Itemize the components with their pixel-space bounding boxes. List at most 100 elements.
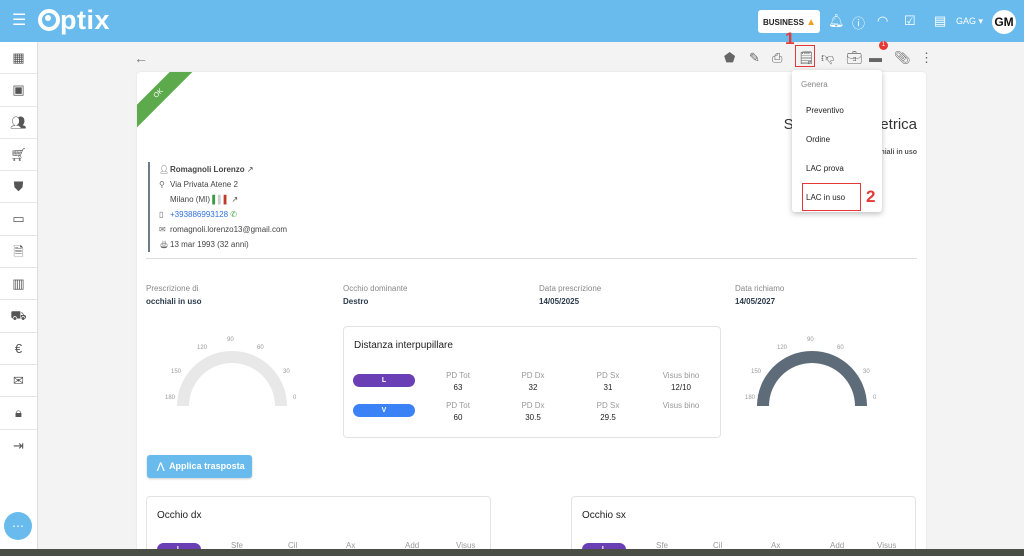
speedometer-icon[interactable]: ◠ [877, 13, 889, 28]
apply-transpose-button[interactable]: ⋀ Applica trasposta [147, 455, 252, 478]
tick: 120 [197, 345, 208, 351]
menu-icon[interactable]: ☰ [12, 12, 27, 29]
store-icon[interactable]: ▤ [934, 13, 947, 28]
tick: 0 [873, 395, 877, 401]
logout-icon[interactable]: ⇥ [13, 437, 24, 453]
field-prescription-date: Data prescrizione 14/05/2025 [539, 284, 602, 306]
left-eye-card: Occhio sx L Sfe Cil Ax Add Visus [571, 496, 916, 556]
col-ax: Ax [346, 541, 356, 550]
generate-dropdown: Genera Preventivo Ordine LAC prova LAC i… [792, 70, 882, 212]
mail-icon[interactable]: ✉ [0, 365, 37, 398]
external-link-icon[interactable]: ↗ [231, 195, 239, 204]
col-visus: Visus [877, 541, 897, 550]
clients-icon[interactable]: 👥︎ [0, 107, 37, 139]
pd-dx-v: PD Dx 30.5 [521, 401, 545, 422]
patient-name[interactable]: Romagnoli Lorenzo [170, 165, 245, 174]
ipd-title: Distanza interpupillare [354, 340, 453, 351]
help-icon[interactable]: ⓘ [852, 16, 866, 31]
col-cil: Cil [713, 541, 723, 550]
axis-gauge-left: 180 150 120 90 60 30 0 [147, 334, 317, 409]
avatar[interactable]: GM [992, 10, 1016, 34]
eye-title: Occhio dx [157, 510, 202, 521]
plan-badge[interactable]: BUSINESS ▲ [758, 10, 820, 33]
generate-document-icon[interactable]: 🗒 [798, 50, 815, 65]
col-cil: Cil [288, 541, 298, 550]
visus-bino-v: Visus bino [662, 401, 700, 410]
menu-item-lac-in-uso[interactable]: LAC in uso [806, 193, 846, 202]
logo[interactable]: ptix [38, 5, 110, 36]
col-ax: Ax [771, 541, 781, 550]
tick: 120 [777, 345, 788, 351]
address: Via Privata Atene 2 [170, 180, 238, 189]
briefcase-icon[interactable]: 💼︎ [846, 50, 863, 65]
city: Milano (MI) [170, 195, 211, 204]
back-arrow-icon[interactable]: ← [134, 50, 148, 66]
thumbs-icon[interactable]: 👎︎ [821, 50, 835, 65]
highlight-box-2 [802, 183, 861, 211]
cash-register-icon[interactable]: ▥ [0, 268, 37, 301]
pd-sx-v: PD Sx 29.5 [596, 401, 620, 422]
sidebar: ▦ ▣ 👥︎ 🛒︎ ⛊ ▭ 🗎 ▥ ⛟ € ✉ 🔒︎ ⇥ [0, 42, 38, 556]
attachment-icon[interactable]: 📎︎ [894, 50, 911, 65]
card-icon[interactable]: ▭ [0, 203, 37, 236]
desktop-strip [0, 549, 1024, 556]
checkbox-icon[interactable]: ☑ [904, 13, 916, 28]
menu-item-ordine[interactable]: Ordine [806, 135, 831, 144]
pd-dx-l: PD Dx 32 [521, 371, 545, 392]
store-selector[interactable]: GAG ▾ [956, 16, 984, 26]
divider [146, 258, 917, 259]
warning-icon: ▲ [806, 17, 817, 28]
cart-icon[interactable]: 🛒︎ [0, 139, 37, 172]
dashboard-icon[interactable]: ▦ [0, 42, 37, 75]
col-add: Add [830, 541, 845, 550]
truck-icon[interactable]: ⛟ [0, 300, 37, 333]
tag-icon[interactable]: ⬟ [724, 50, 736, 65]
tick: 90 [807, 337, 814, 343]
calendar-icon[interactable]: ▣ [0, 74, 37, 107]
phone-icon: ▯ [159, 210, 164, 219]
menu-item-preventivo[interactable]: Preventivo [806, 106, 844, 115]
tick: 60 [257, 345, 264, 351]
external-link-icon[interactable]: ↗ [246, 165, 254, 174]
birth-date: 13 mar 1993 (32 anni) [170, 240, 249, 249]
italy-flag-icon: ▌▌▌ [212, 195, 230, 204]
whatsapp-icon[interactable]: ✆ [230, 210, 237, 219]
document-icon[interactable]: 🗎 [0, 236, 37, 269]
eye-title: Occhio sx [582, 510, 626, 521]
pd-tot-l: PD Tot 63 [446, 371, 470, 392]
gauge-arc [177, 351, 287, 406]
bell-icon[interactable]: 🔔︎ [828, 13, 845, 28]
shield-icon[interactable]: ⛊ [0, 171, 37, 204]
message-icon[interactable]: ▬ [869, 50, 882, 65]
tick: 30 [283, 369, 290, 375]
tick: 90 [227, 337, 234, 343]
chat-button[interactable]: ⋯ [4, 512, 32, 540]
ipd-card: Distanza interpupillare L PD Tot 63 PD Dx… [343, 326, 721, 438]
email: romagnoli.lorenzo13@gmail.com [170, 225, 288, 234]
person-icon: 👤︎ [159, 165, 170, 174]
email-icon: ✉ [159, 225, 166, 234]
field-prescription: Prescrizione di occhiali in uso [146, 284, 202, 306]
phone-link[interactable]: +393886993128 [170, 210, 229, 219]
tick: 150 [751, 369, 762, 375]
col-sfe: Sfe [656, 541, 669, 550]
euro-icon[interactable]: € [0, 333, 37, 365]
tick: 180 [745, 395, 756, 401]
pd-sx-l: PD Sx 31 [596, 371, 620, 392]
edit-icon[interactable]: ✎ [749, 50, 760, 65]
print-icon[interactable]: ⎙ [772, 50, 783, 65]
tick: 180 [165, 395, 176, 401]
tag-v: V [353, 404, 415, 417]
menu-item-lac-prova[interactable]: LAC prova [806, 164, 844, 173]
tick: 60 [837, 345, 844, 351]
visus-bino-l: Visus bino 12/10 [662, 371, 700, 392]
lock-icon[interactable]: 🔒︎ [0, 397, 37, 430]
step-label-2: 2 [866, 187, 876, 206]
more-icon[interactable]: ⋮ [920, 50, 933, 65]
cake-icon: 🎂︎ [159, 240, 170, 249]
tick: 150 [171, 369, 182, 375]
patient-contact: 👤︎Romagnoli Lorenzo ↗ ⚲ Via Privata Atene… [148, 162, 287, 252]
pd-tot-v: PD Tot 60 [446, 401, 470, 422]
axis-gauge-right: 180 150 120 90 60 30 0 [727, 334, 897, 409]
col-visus: Visus [456, 541, 476, 550]
